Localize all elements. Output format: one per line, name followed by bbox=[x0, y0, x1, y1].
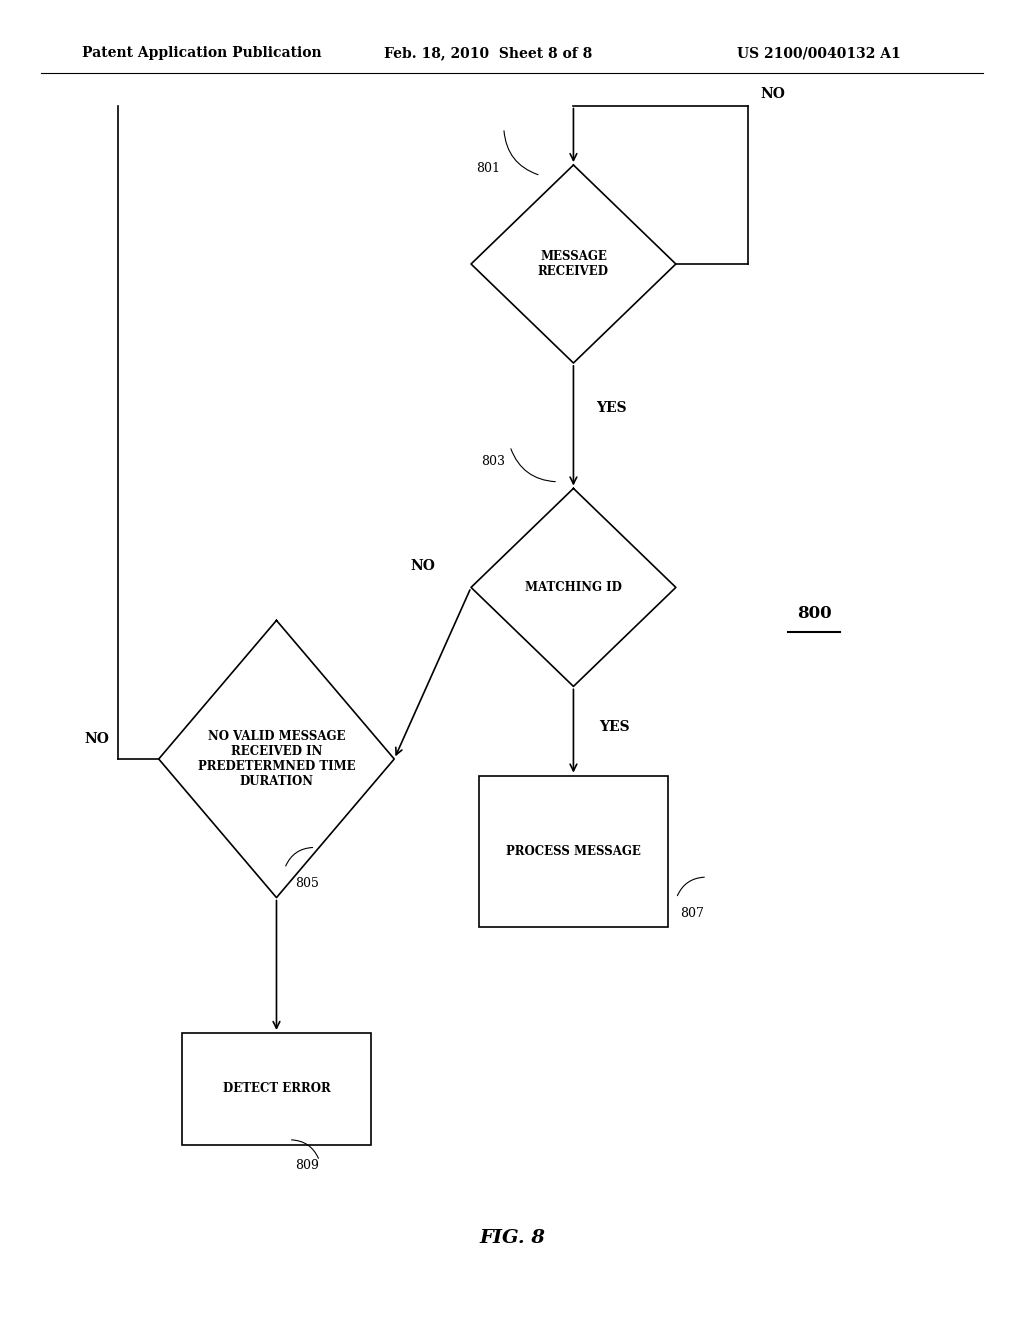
Text: NO: NO bbox=[85, 733, 110, 746]
Text: PROCESS MESSAGE: PROCESS MESSAGE bbox=[506, 845, 641, 858]
Text: YES: YES bbox=[596, 401, 627, 416]
Text: 801: 801 bbox=[476, 161, 500, 174]
Text: 809: 809 bbox=[295, 1159, 318, 1172]
Text: 807: 807 bbox=[681, 907, 705, 920]
Text: 803: 803 bbox=[481, 454, 505, 467]
FancyBboxPatch shape bbox=[479, 776, 669, 927]
Text: MATCHING ID: MATCHING ID bbox=[525, 581, 622, 594]
Text: YES: YES bbox=[599, 719, 630, 734]
Text: DETECT ERROR: DETECT ERROR bbox=[222, 1082, 331, 1096]
Text: US 2100/0040132 A1: US 2100/0040132 A1 bbox=[737, 46, 901, 61]
Text: 805: 805 bbox=[295, 876, 318, 890]
Text: MESSAGE
RECEIVED: MESSAGE RECEIVED bbox=[538, 249, 609, 279]
FancyBboxPatch shape bbox=[182, 1032, 372, 1146]
Text: 800: 800 bbox=[797, 606, 831, 622]
Text: NO VALID MESSAGE
RECEIVED IN
PREDETERMNED TIME
DURATION: NO VALID MESSAGE RECEIVED IN PREDETERMNE… bbox=[198, 730, 355, 788]
Text: Patent Application Publication: Patent Application Publication bbox=[82, 46, 322, 61]
Text: Feb. 18, 2010  Sheet 8 of 8: Feb. 18, 2010 Sheet 8 of 8 bbox=[384, 46, 592, 61]
Text: NO: NO bbox=[410, 560, 435, 573]
Text: NO: NO bbox=[761, 87, 785, 100]
Text: FIG. 8: FIG. 8 bbox=[479, 1229, 545, 1247]
